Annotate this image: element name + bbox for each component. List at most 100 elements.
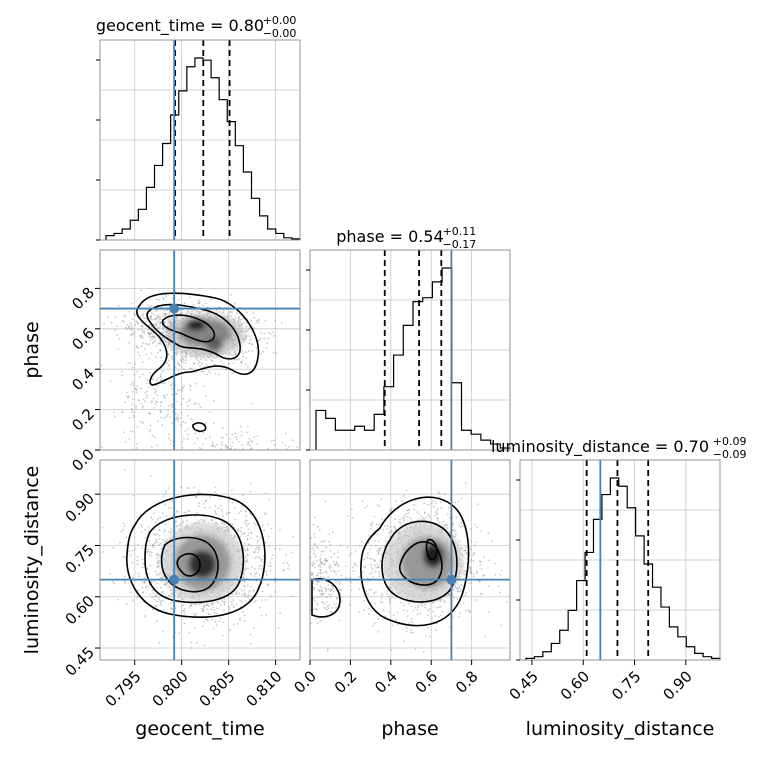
- sample-point: [319, 571, 322, 574]
- hist-geocent_time-frame: [99, 39, 301, 241]
- sample-point: [149, 550, 151, 553]
- sample-point: [440, 605, 443, 608]
- sample-point: [462, 572, 465, 575]
- sample-point: [291, 439, 294, 441]
- sample-point: [162, 608, 165, 611]
- sample-point: [188, 398, 191, 401]
- sample-point: [135, 346, 138, 348]
- sample-point: [380, 546, 383, 549]
- sample-point: [250, 572, 252, 575]
- sample-point: [193, 362, 196, 365]
- sample-point: [144, 537, 147, 539]
- sample-point: [405, 630, 408, 633]
- sample-point: [228, 606, 231, 608]
- sample-point: [156, 553, 159, 556]
- sample-point: [254, 453, 256, 455]
- sample-point: [122, 321, 125, 323]
- sample-point: [211, 603, 214, 606]
- sample-point: [189, 455, 191, 457]
- sample-point: [463, 569, 466, 572]
- sample-point: [248, 598, 251, 601]
- sample-point: [431, 617, 434, 619]
- sample-point: [327, 607, 330, 609]
- sample-point: [427, 514, 430, 517]
- sample-point: [243, 614, 246, 617]
- sample-point: [340, 574, 343, 577]
- sample-point: [156, 533, 158, 536]
- sample-point: [248, 341, 251, 344]
- sample-point: [185, 356, 187, 359]
- sample-point: [193, 486, 196, 489]
- sample-point: [160, 603, 163, 606]
- sample-point: [320, 593, 322, 596]
- sample-point: [460, 584, 463, 587]
- sample-point: [329, 590, 332, 592]
- sample-point: [169, 319, 171, 322]
- sample-point: [158, 298, 161, 301]
- sample-point: [221, 452, 223, 454]
- sample-point: [135, 391, 138, 394]
- sample-point: [312, 523, 315, 526]
- sample-point: [455, 533, 457, 536]
- sample-point: [255, 319, 258, 322]
- sample-point: [179, 359, 182, 361]
- sample-point: [222, 309, 225, 312]
- sample-point: [333, 570, 336, 573]
- hist-step-phase: [315, 267, 511, 450]
- sample-point: [395, 618, 397, 621]
- sample-point: [351, 516, 354, 519]
- sample-point: [457, 590, 459, 593]
- sample-point: [130, 591, 132, 594]
- sample-point: [162, 336, 165, 339]
- sample-point: [240, 594, 243, 596]
- ytick-label-phase: 0.0: [68, 445, 98, 475]
- sample-point: [330, 565, 332, 568]
- sample-point: [465, 592, 467, 594]
- sample-point: [205, 499, 207, 502]
- sample-point: [198, 505, 200, 508]
- sample-point: [321, 592, 324, 595]
- sample-point: [196, 359, 199, 362]
- sample-point: [188, 509, 191, 512]
- sample-point: [127, 395, 130, 398]
- sample-point: [164, 397, 167, 399]
- sample-point: [314, 618, 317, 621]
- sample-point: [320, 550, 323, 553]
- sample-point: [161, 326, 164, 328]
- hist-step-geocent_time: [105, 57, 301, 240]
- sample-point: [326, 608, 328, 611]
- sample-point: [198, 302, 201, 305]
- sample-point: [243, 573, 246, 576]
- sample-point: [302, 573, 304, 575]
- sample-point: [146, 550, 149, 553]
- sample-point: [179, 524, 181, 527]
- sample-point: [141, 421, 144, 423]
- sample-point: [246, 525, 249, 528]
- sample-point: [182, 609, 185, 612]
- sample-point: [321, 580, 324, 582]
- sample-point: [474, 599, 477, 601]
- sample-point: [406, 610, 409, 612]
- sample-point: [379, 547, 382, 550]
- sample-point: [231, 593, 234, 596]
- sample-point: [180, 403, 183, 406]
- sample-point: [464, 546, 467, 549]
- sample-point: [231, 501, 234, 504]
- sample-point: [151, 596, 153, 599]
- sample-point: [469, 570, 472, 573]
- sample-point: [239, 321, 242, 324]
- sample-point: [152, 544, 154, 547]
- sample-point: [377, 618, 380, 621]
- sample-point: [200, 362, 203, 365]
- sample-point: [176, 510, 179, 513]
- sample-point: [148, 539, 151, 542]
- sample-point: [163, 416, 166, 419]
- sample-point: [388, 586, 391, 588]
- sample-point: [182, 420, 184, 423]
- sample-point: [248, 342, 251, 345]
- sample-point: [161, 370, 164, 372]
- sample-point: [447, 506, 450, 509]
- sample-point: [153, 598, 156, 600]
- sample-point: [482, 574, 484, 577]
- sample-point: [162, 512, 164, 514]
